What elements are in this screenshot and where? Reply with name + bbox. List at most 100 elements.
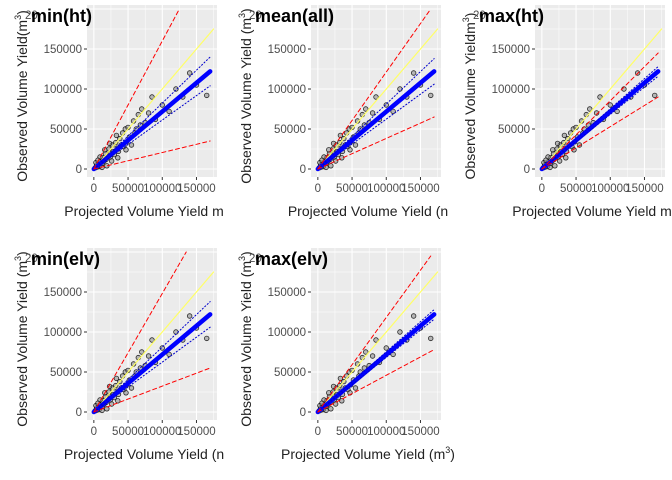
data-point xyxy=(352,142,359,148)
line-one-to-one xyxy=(93,28,215,170)
line-one-to-one xyxy=(317,271,439,413)
line-fit xyxy=(315,312,437,415)
data-point xyxy=(383,345,389,351)
panel-5: 0 50000 100000150000050000100000150000Proj… xyxy=(237,248,455,462)
panel-title: min(elv) xyxy=(31,249,100,269)
line-ci-upper xyxy=(317,58,435,170)
y-axis-title: Observed Volume Yield (m3) xyxy=(237,251,254,426)
data-point xyxy=(145,353,152,359)
x-tick-label: 100000 xyxy=(143,183,181,195)
line-pi-lower xyxy=(541,96,659,170)
lines xyxy=(315,8,439,172)
panel-title: max(elv) xyxy=(255,249,328,269)
y-axis-title: Observed Volume Yield(m3) xyxy=(13,10,30,182)
x-tick-label: 50000 xyxy=(112,426,144,438)
y-tick-label: 100000 xyxy=(268,327,306,339)
data-point xyxy=(347,147,353,153)
line-ci-upper xyxy=(317,309,435,413)
data-point xyxy=(373,337,379,343)
data-point xyxy=(593,110,600,116)
data-point xyxy=(652,92,658,99)
lines xyxy=(91,251,215,415)
x-tick-label: 150000 xyxy=(401,426,439,438)
x-tick-label: 150000 xyxy=(401,183,439,195)
data-point xyxy=(186,70,193,76)
y-tick-label: 0 xyxy=(524,164,530,176)
data-point xyxy=(123,390,129,396)
line-one-to-one xyxy=(93,271,215,413)
data-point xyxy=(607,102,613,108)
line-one-to-one xyxy=(317,28,439,170)
line-ci-lower xyxy=(317,83,435,170)
line-fit xyxy=(539,69,661,172)
hidden-tick-fragment: 20 xyxy=(249,10,262,22)
line-pi-lower xyxy=(93,367,211,413)
x-tick-label: 100000 xyxy=(591,183,629,195)
x-axis-title: Projected Volume Yield (n xyxy=(288,203,448,219)
y-tick-label: 150000 xyxy=(268,44,306,56)
y-tick-label: 0 xyxy=(300,407,306,419)
x-tick-label: 50000 xyxy=(112,183,144,195)
data-point xyxy=(113,132,120,139)
x-tick-label: 50000 xyxy=(336,183,368,195)
data-point xyxy=(390,108,396,115)
line-fit xyxy=(91,69,213,172)
data-point xyxy=(123,147,129,153)
y-tick-label: 100000 xyxy=(44,327,82,339)
data-point xyxy=(332,158,339,164)
y-tick-label: 50000 xyxy=(274,367,306,379)
x-tick-label: 100000 xyxy=(367,183,405,195)
data-point xyxy=(587,106,593,112)
x-tick-label: 150000 xyxy=(625,183,663,195)
data-point xyxy=(547,164,553,171)
line-pi-upper xyxy=(541,52,659,170)
data-point xyxy=(145,110,152,116)
panel-title: mean(all) xyxy=(255,6,334,26)
line-pi-upper xyxy=(317,255,432,413)
data-point xyxy=(115,398,121,404)
y-tick-label: 100000 xyxy=(268,84,306,96)
data-point xyxy=(383,102,389,108)
line-pi-lower xyxy=(93,140,211,170)
panel-1: 0 50000 100000150000050000100000150000Proj… xyxy=(13,5,224,219)
data-point xyxy=(204,335,210,342)
y-axis-title: Observed Volume Yieldm3) xyxy=(461,13,478,180)
data-point xyxy=(204,92,210,99)
line-pi-upper xyxy=(93,251,187,413)
x-tick-label: 50000 xyxy=(560,183,592,195)
y-tick-label: 100000 xyxy=(492,84,530,96)
data-point xyxy=(166,108,172,115)
data-point xyxy=(328,406,334,412)
data-point xyxy=(159,345,165,351)
y-tick-label: 150000 xyxy=(44,44,82,56)
y-tick-label: 100000 xyxy=(44,84,82,96)
data-point xyxy=(339,398,345,404)
x-tick-label: 50000 xyxy=(336,426,368,438)
line-pi-lower xyxy=(317,349,435,413)
line-pi-lower xyxy=(317,116,435,170)
data-point xyxy=(373,94,379,100)
data-point xyxy=(561,132,568,139)
data-point xyxy=(363,106,369,112)
y-tick-label: 150000 xyxy=(492,44,530,56)
x-tick-label: 0 xyxy=(91,183,97,195)
x-axis-title: Projected Volume Yield m xyxy=(512,203,672,219)
data-point xyxy=(328,163,334,169)
data-point xyxy=(428,335,434,342)
y-tick-label: 50000 xyxy=(274,124,306,136)
data-point xyxy=(552,163,558,169)
panel-title: max(ht) xyxy=(479,6,544,26)
line-ci-lower xyxy=(317,318,435,413)
y-tick-label: 150000 xyxy=(44,287,82,299)
lines xyxy=(91,8,215,172)
x-tick-label: 0 xyxy=(539,183,545,195)
grid xyxy=(87,5,217,177)
data-point xyxy=(173,86,179,92)
data-point xyxy=(550,147,556,153)
x-tick-label: 0 xyxy=(315,426,321,438)
x-tick-label: 0 xyxy=(91,426,97,438)
x-axis-title: Projected Volume Yield (n xyxy=(64,446,224,462)
y-tick-label: 50000 xyxy=(50,124,82,136)
y-axis-title: Observed Volume Yield (m3) xyxy=(237,8,254,183)
panel-3: 0 50000 100000150000050000100000150000Proj… xyxy=(461,5,672,219)
